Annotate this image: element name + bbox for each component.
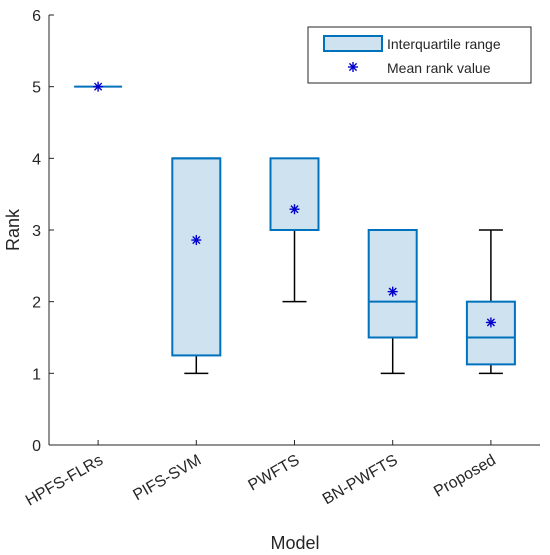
box-group xyxy=(465,229,516,375)
legend-mean-label: Mean rank value xyxy=(387,60,491,76)
x-axis-label: Model xyxy=(270,533,319,553)
x-tick-label: PWFTS xyxy=(246,452,303,495)
y-tick-label: 6 xyxy=(32,8,41,25)
box-group xyxy=(367,229,418,375)
legend-iqr-label: Interquartile range xyxy=(387,36,501,52)
box-group xyxy=(269,157,320,303)
y-tick-label: 4 xyxy=(32,151,41,168)
legend-iqr-swatch xyxy=(323,35,383,52)
y-tick-label: 5 xyxy=(32,80,41,97)
y-tick-label: 0 xyxy=(32,438,41,455)
x-tick-label: HPFS-FLRs xyxy=(23,452,106,510)
y-axis-label: Rank xyxy=(3,208,23,251)
legend-mean-marker xyxy=(348,62,358,72)
box-group xyxy=(171,157,222,375)
y-tick-label: 3 xyxy=(32,223,41,240)
iqr-box xyxy=(171,157,222,357)
mean-marker xyxy=(191,235,202,246)
iqr-box xyxy=(269,157,320,231)
iqr-box xyxy=(465,300,516,366)
iqr-box xyxy=(367,229,418,339)
x-tick-label: PIFS-SVM xyxy=(130,452,204,505)
mean-marker-stroke xyxy=(290,205,299,214)
mean-marker xyxy=(387,286,398,297)
x-tick-label: Proposed xyxy=(431,452,499,501)
legend: Interquartile range Mean rank value xyxy=(307,26,532,84)
y-tick-label: 1 xyxy=(32,366,41,383)
mean-marker-stroke xyxy=(94,82,103,91)
y-tick-label: 2 xyxy=(32,295,41,312)
mean-marker-stroke xyxy=(388,287,397,296)
x-tick-label: BN-PWFTS xyxy=(320,452,401,508)
mean-marker xyxy=(93,81,104,92)
mean-marker-stroke xyxy=(486,318,495,327)
box-group xyxy=(74,81,123,92)
mean-marker-stroke xyxy=(192,235,201,245)
plot-area xyxy=(74,81,516,375)
mean-marker xyxy=(485,317,496,328)
mean-marker xyxy=(289,204,300,215)
